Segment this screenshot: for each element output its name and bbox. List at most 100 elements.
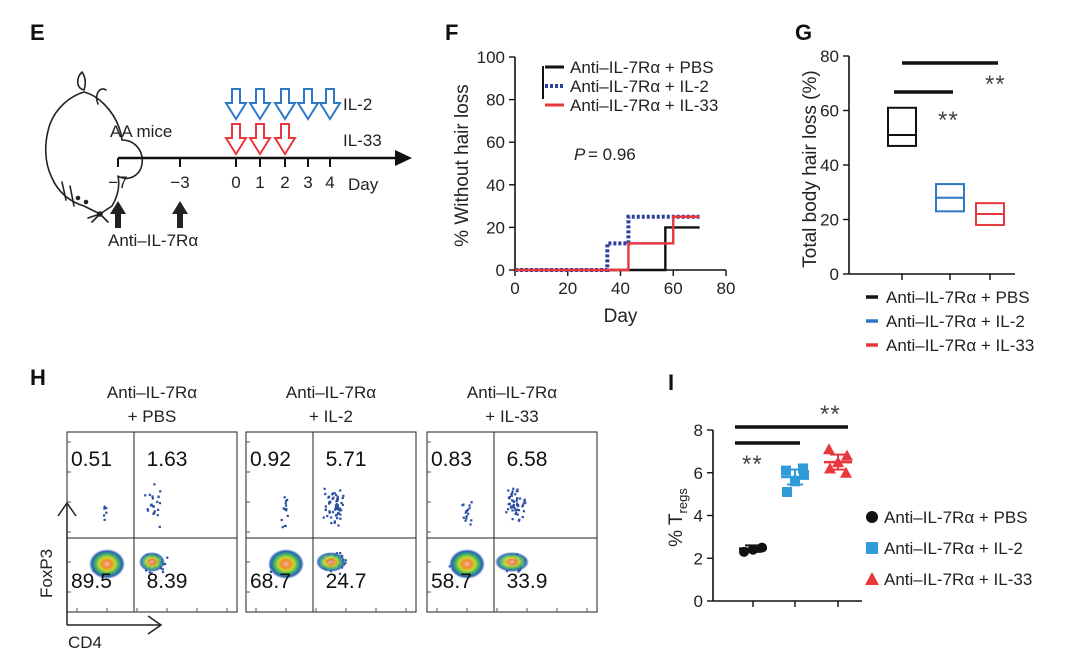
il2-arrow (318, 88, 342, 121)
flow-plot-title: Anti–IL-7Rα (467, 383, 557, 402)
y-tick-label: 0 (694, 592, 703, 611)
y-tick-label: 60 (820, 102, 839, 121)
y-tick-label: 60 (486, 133, 505, 152)
event-dot (152, 512, 155, 515)
event-dot (337, 511, 340, 515)
event-dot (158, 525, 161, 528)
survival-chart: 0 20 40 60 80 100 0 20 40 60 80 Day % Without hair l… (452, 48, 735, 327)
event-dot (328, 511, 331, 514)
il2-arrow (224, 88, 248, 121)
event-dot (105, 511, 108, 514)
event-dot (518, 497, 522, 500)
event-dot (513, 506, 516, 510)
data-point (841, 449, 853, 461)
event-dot (524, 501, 527, 504)
event-dot (514, 493, 517, 496)
event-dot (285, 508, 288, 511)
legend-label: Anti–IL-7Rα + PBS (886, 288, 1030, 307)
quadrant-upper-right-value: 6.58 (507, 448, 548, 471)
y-tick-label: 6 (694, 464, 703, 483)
data-point (748, 544, 758, 555)
density-cluster (268, 549, 304, 579)
quadrant-upper-left-value: 0.83 (431, 448, 472, 471)
y-axis-title: % Without hair loss (452, 84, 473, 247)
event-dot (153, 510, 156, 513)
event-dot (510, 506, 513, 509)
flow-plot: Anti–IL-7Rα + IL-2 0.92 5.71 68.7 24.7 (245, 383, 417, 613)
y-tick-label: 0 (830, 265, 839, 284)
data-point (781, 465, 791, 476)
timeline-tick-label: 2 (280, 173, 289, 192)
legend-label: Anti–IL-7Rα + IL-33 (570, 96, 718, 115)
timeline-arrowhead (395, 150, 412, 166)
event-dot (522, 510, 526, 513)
event-dot (148, 493, 151, 496)
event-dot (324, 505, 327, 508)
event-dot (153, 483, 156, 486)
event-dot (330, 516, 333, 519)
event-dot (151, 497, 154, 500)
x-axis-title: Day (604, 306, 638, 327)
flow-plot-title: Anti–IL-7Rα (286, 383, 376, 402)
event-dot (465, 517, 468, 520)
anti-il7ra-label: Anti–IL-7Rα (108, 231, 198, 250)
event-dot (511, 509, 514, 512)
panel-e: E AA mice −7 −3 0 1 2 3 4 Day IL-2 IL-33 Anti–… (30, 20, 412, 250)
event-dot (462, 516, 465, 519)
event-dot (284, 524, 287, 528)
event-dot (465, 510, 468, 513)
y-tick-label: 4 (694, 507, 703, 526)
y-tick-label: 40 (486, 176, 505, 195)
y-tick-label: 80 (820, 47, 839, 66)
flow-plot-frame (245, 431, 417, 613)
legend-label: Anti–IL-7Rα + IL-2 (884, 539, 1023, 558)
mouse-icon (44, 71, 144, 223)
event-dot (280, 518, 283, 522)
event-dot (151, 495, 154, 498)
data-point (790, 476, 800, 487)
x-tick-label: 40 (611, 279, 630, 298)
event-dot (523, 498, 526, 501)
event-dot (338, 509, 341, 512)
event-dot (522, 502, 525, 505)
flow-plot: Anti–IL-7Rα + IL-33 0.83 6.58 58.7 33.9 (426, 383, 598, 613)
y-tick-label: 20 (486, 218, 505, 237)
event-dot (161, 570, 165, 574)
event-dot (328, 500, 331, 503)
quadrant-upper-right-value: 1.63 (147, 448, 188, 471)
event-dot (152, 505, 155, 508)
timeline-tick-label: 1 (255, 173, 264, 192)
event-dot (514, 512, 517, 516)
event-dot (511, 490, 514, 493)
event-dot (331, 497, 334, 500)
legend-marker (865, 572, 879, 585)
y-axis-title: % Tregs (666, 488, 690, 547)
event-dot (467, 512, 470, 515)
il2-arrow (296, 88, 320, 121)
foxp3-label: FoxP3 (37, 549, 56, 598)
il2-label: IL-2 (343, 95, 372, 114)
event-dot (515, 499, 518, 502)
event-dot (146, 508, 149, 511)
timeline-ticks: −7 −3 0 1 2 3 4 (108, 158, 335, 192)
event-dot (464, 519, 467, 522)
cd4-arrowhead (147, 615, 163, 635)
panel-i: I 0 2 4 6 8 % Tregs ** ** Anti–IL-7Rα + PBS Anti–… (666, 370, 1032, 611)
il33-arrows (224, 123, 297, 156)
event-dot (521, 505, 524, 508)
event-dot (334, 493, 338, 497)
event-dot (328, 510, 331, 513)
data-point (824, 462, 836, 474)
event-dot (342, 494, 345, 497)
panel-letter-f: F (445, 20, 458, 45)
event-dot (339, 517, 342, 520)
y-axis-title: Total body hair loss (%) (800, 70, 821, 267)
event-dot (283, 508, 286, 511)
event-dot (512, 504, 515, 507)
il33-arrow (273, 123, 297, 156)
y-axis-title-subscript: regs (675, 488, 690, 514)
event-dot (510, 494, 513, 497)
data-point (739, 546, 749, 557)
timeline-axis-word: Day (348, 175, 379, 194)
event-dot (339, 489, 342, 492)
